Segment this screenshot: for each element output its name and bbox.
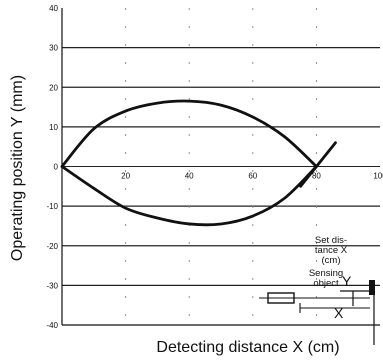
label-line: object <box>313 278 339 289</box>
inset-y-label: Y <box>342 273 352 289</box>
x-tick-label: 20 <box>121 172 130 181</box>
label-line: tance X <box>315 245 348 256</box>
x-axis-label: Detecting distance X (cm) <box>156 339 339 356</box>
y-tick-label: 20 <box>49 83 58 92</box>
sensing-object-marker <box>369 280 375 295</box>
label-line: (cm) <box>322 255 341 266</box>
inset-diagram <box>259 280 375 345</box>
x-tick-label: 40 <box>185 172 194 181</box>
series-line <box>60 99 318 168</box>
series-line <box>299 141 337 188</box>
series-line <box>60 165 318 227</box>
data-series <box>60 99 337 227</box>
sensing-object-label: Sensing object <box>309 268 343 289</box>
x-tick-label: 60 <box>248 172 257 181</box>
y-tick-label: -20 <box>46 242 58 251</box>
y-tick-label: 30 <box>49 44 58 53</box>
y-tick-label: 0 <box>54 163 59 172</box>
y-tick-label: -30 <box>46 281 58 290</box>
x-tick-label: 80 <box>312 172 321 181</box>
gridlines <box>61 8 380 326</box>
y-tick-label: -10 <box>46 202 58 211</box>
y-tick-label: -40 <box>46 321 58 330</box>
x-tick-label: 100 <box>373 172 383 181</box>
label-line: Sensing <box>309 268 343 279</box>
y-tick-label: 10 <box>49 123 58 132</box>
y-axis-label: Operating position Y (mm) <box>9 75 26 261</box>
label-line: Set dis- <box>315 235 347 246</box>
y-tick-label: 40 <box>49 4 58 13</box>
set-distance-label: Set dis-tance X (cm) <box>315 235 348 266</box>
inset-x-label: X <box>334 305 344 321</box>
